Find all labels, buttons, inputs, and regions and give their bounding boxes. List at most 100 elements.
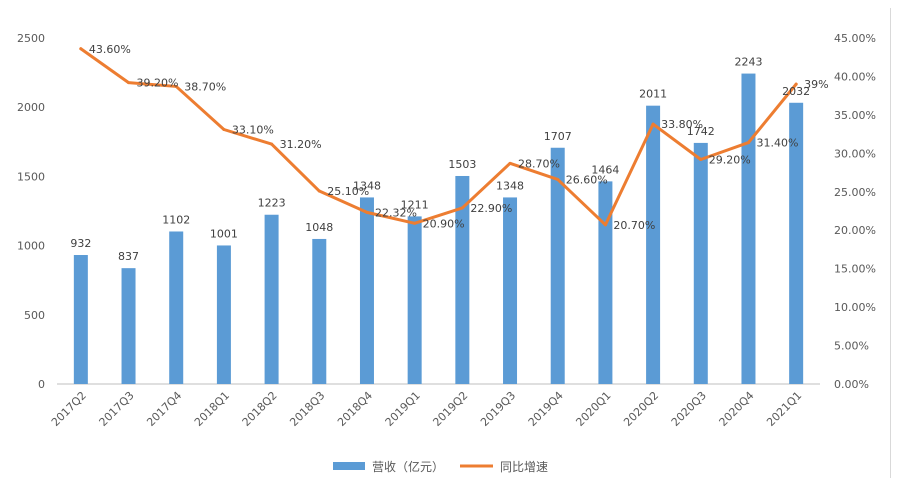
left-tick-label: 2000: [17, 101, 45, 114]
legend-bar-swatch: [333, 462, 365, 470]
x-tick-label: 2021Q1: [764, 389, 804, 429]
right-tick-label: 40.00%: [834, 70, 876, 83]
bar-value-label: 1348: [496, 179, 524, 192]
x-tick-label: 2020Q4: [717, 389, 757, 429]
bar-value-label: 1211: [401, 198, 429, 211]
line-value-label: 22.32%: [375, 206, 417, 219]
growth-point: [127, 81, 131, 85]
revenue-bar: [73, 255, 88, 384]
line-value-label: 39%: [804, 78, 828, 91]
left-tick-label: 0: [38, 378, 45, 391]
line-value-label: 26.60%: [566, 173, 608, 186]
growth-point: [270, 142, 274, 146]
growth-point: [460, 206, 464, 210]
legend-line-label: 同比增速: [500, 460, 548, 474]
growth-point: [365, 210, 369, 214]
revenue-bar: [550, 147, 565, 384]
bar-value-label: 932: [70, 237, 91, 250]
x-tick-label: 2019Q2: [430, 389, 470, 429]
line-value-label: 22.90%: [470, 202, 512, 215]
line-value-label: 20.70%: [613, 219, 655, 232]
left-tick-label: 2500: [17, 32, 45, 45]
x-tick-label: 2020Q2: [621, 389, 661, 429]
growth-point: [174, 84, 178, 88]
x-tick-label: 2019Q4: [526, 389, 566, 429]
x-tick-label: 2018Q4: [335, 389, 375, 429]
right-tick-label: 15.00%: [834, 263, 876, 276]
left-tick-label: 500: [24, 309, 45, 322]
growth-point: [699, 157, 703, 161]
revenue-bar: [741, 73, 756, 385]
revenue-bar: [169, 231, 184, 384]
right-tick-label: 30.00%: [834, 147, 876, 160]
line-value-label: 20.90%: [423, 217, 465, 230]
revenue-bar: [216, 245, 231, 384]
line-value-label: 31.40%: [756, 137, 798, 150]
right-tick-label: 5.00%: [834, 340, 869, 353]
revenue-bar: [121, 268, 136, 384]
right-tick-label: 10.00%: [834, 301, 876, 314]
revenue-bar: [503, 197, 518, 384]
bar-value-label: 1503: [448, 158, 476, 171]
revenue-bar: [646, 105, 661, 384]
line-value-label: 28.70%: [518, 157, 560, 170]
growth-point: [556, 177, 560, 181]
frame-edge: [890, 8, 891, 478]
x-tick-label: 2020Q1: [573, 389, 613, 429]
revenue-bar: [789, 102, 804, 384]
legend: 营收（亿元） 同比增速: [333, 459, 548, 474]
growth-point: [603, 223, 607, 227]
legend-bar-label: 营收（亿元）: [372, 459, 444, 474]
x-tick-label: 2017Q3: [97, 389, 137, 429]
x-tick-label: 2018Q1: [192, 389, 232, 429]
right-tick-label: 35.00%: [834, 109, 876, 122]
growth-point: [317, 189, 321, 193]
line-value-label: 31.20%: [280, 138, 322, 151]
left-tick-label: 1000: [17, 240, 45, 253]
right-axis-ticks: 0.00% 5.00% 10.00% 15.00% 20.00% 25.00% 30.00%…: [834, 32, 876, 391]
right-tick-label: 0.00%: [834, 378, 869, 391]
x-tick-label: 2018Q3: [287, 389, 327, 429]
line-value-label: 29.20%: [709, 153, 751, 166]
x-tick-label: 2017Q2: [49, 389, 89, 429]
bar-value-label: 1348: [353, 179, 381, 192]
growth-point: [79, 47, 83, 51]
growth-point: [413, 221, 417, 225]
x-tick-label: 2020Q3: [669, 389, 709, 429]
line-value-label: 43.60%: [89, 43, 131, 56]
growth-point: [222, 127, 226, 131]
line-value-label: 33.80%: [661, 118, 703, 131]
revenue-bar: [359, 197, 374, 384]
bar-value-label: 1464: [591, 163, 619, 176]
bar-value-label: 2032: [782, 85, 810, 98]
bar-value-label: 1707: [544, 130, 572, 143]
x-tick-label: 2019Q1: [383, 389, 423, 429]
revenue-bar: [455, 175, 470, 384]
bar-value-label: 1001: [210, 227, 238, 240]
right-tick-label: 25.00%: [834, 186, 876, 199]
line-value-label: 39.20%: [137, 77, 179, 90]
revenue-bar: [312, 238, 327, 384]
revenue-bars: [73, 73, 804, 385]
bar-value-label: 2011: [639, 88, 667, 101]
x-tick-label: 2017Q4: [144, 389, 184, 429]
line-data-labels: 43.60% 39.20% 38.70% 33.10% 31.20% 25.10% 22.3…: [89, 43, 829, 232]
growth-point: [794, 82, 798, 86]
bar-value-label: 1742: [687, 125, 715, 138]
bar-value-label: 1223: [258, 197, 286, 210]
revenue-bar: [598, 181, 613, 384]
revenue-bar: [407, 216, 422, 384]
growth-point: [746, 141, 750, 145]
x-tick-label: 2018Q2: [240, 389, 280, 429]
revenue-bar: [264, 214, 279, 384]
revenue-bar: [693, 142, 708, 384]
growth-line: [79, 47, 798, 227]
x-tick-label: 2019Q3: [478, 389, 518, 429]
line-value-label: 25.10%: [327, 185, 369, 198]
bar-value-label: 1048: [305, 221, 333, 234]
line-value-label: 33.10%: [232, 123, 274, 136]
right-tick-label: 45.00%: [834, 32, 876, 45]
x-axis-labels: 2017Q2 2017Q3 2017Q4 2018Q1 2018Q2 2018Q3 2018…: [49, 389, 804, 429]
left-tick-label: 1500: [17, 170, 45, 183]
